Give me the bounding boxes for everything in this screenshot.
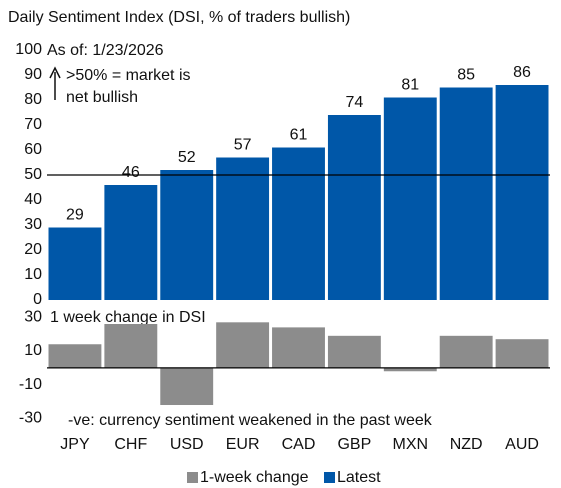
bar: [48, 344, 102, 368]
x-tick-label: AUD: [505, 436, 539, 453]
chart-title: Daily Sentiment Index (DSI, % of traders…: [8, 9, 350, 26]
bar: [327, 335, 381, 368]
legend-swatch: [187, 472, 198, 483]
y-tick-label: 50: [24, 166, 42, 183]
bar: [439, 87, 493, 300]
annotation: -ve: currency sentiment weakened in the …: [68, 412, 433, 429]
legend-swatch: [324, 472, 335, 483]
y-tick-label: 20: [24, 241, 42, 258]
annotation: >50% = market is: [66, 67, 191, 84]
y-tick-label: 10: [24, 266, 42, 283]
x-tick-label: CHF: [114, 436, 147, 453]
bar: [272, 147, 325, 300]
value-label: 46: [122, 164, 140, 181]
y-tick-label: 10: [24, 342, 42, 359]
value-label: 61: [290, 127, 308, 144]
bar: [160, 367, 214, 406]
legend-label: 1-week change: [200, 469, 309, 486]
value-label: 81: [401, 77, 419, 94]
y-tick-label: 70: [24, 116, 42, 133]
bar: [383, 97, 437, 300]
arrow-head: [49, 66, 61, 79]
bar: [327, 115, 381, 300]
value-label: 86: [513, 64, 531, 81]
y-tick-label: 100: [15, 41, 42, 58]
y-tick-label: 30: [24, 308, 42, 325]
y-tick-label: 40: [24, 191, 42, 208]
x-tick-label: GBP: [337, 436, 371, 453]
x-tick-label: NZD: [450, 436, 483, 453]
value-label: 29: [66, 207, 84, 224]
legend-label: Latest: [337, 469, 381, 486]
y-tick-label: 60: [24, 141, 42, 158]
bar: [160, 170, 214, 300]
bar: [104, 324, 158, 368]
value-label: 85: [457, 67, 475, 84]
bar: [216, 157, 270, 300]
y-tick-label: 30: [24, 216, 42, 233]
x-tick-label: MXN: [392, 436, 428, 453]
value-label: 57: [234, 137, 252, 154]
bar: [48, 227, 102, 300]
bar: [495, 339, 549, 368]
y-tick-label: -30: [19, 410, 42, 427]
bar: [216, 322, 270, 368]
x-tick-label: EUR: [226, 436, 260, 453]
bar: [439, 335, 493, 368]
bar: [104, 185, 158, 300]
y-tick-label: 80: [24, 91, 42, 108]
value-label: 74: [345, 94, 363, 111]
y-tick-label: -10: [19, 376, 42, 393]
bar: [495, 85, 549, 300]
value-label: 52: [178, 149, 196, 166]
x-tick-label: JPY: [60, 436, 90, 453]
x-tick-label: CAD: [282, 436, 316, 453]
y-tick-label: 90: [24, 66, 42, 83]
bar: [272, 327, 325, 368]
bar: [383, 367, 437, 372]
annotation: 1 week change in DSI: [50, 309, 206, 326]
y-tick-label: 0: [33, 291, 42, 308]
annotation: net bullish: [66, 89, 138, 106]
annotation: As of: 1/23/2026: [47, 42, 164, 59]
x-tick-label: USD: [170, 436, 204, 453]
